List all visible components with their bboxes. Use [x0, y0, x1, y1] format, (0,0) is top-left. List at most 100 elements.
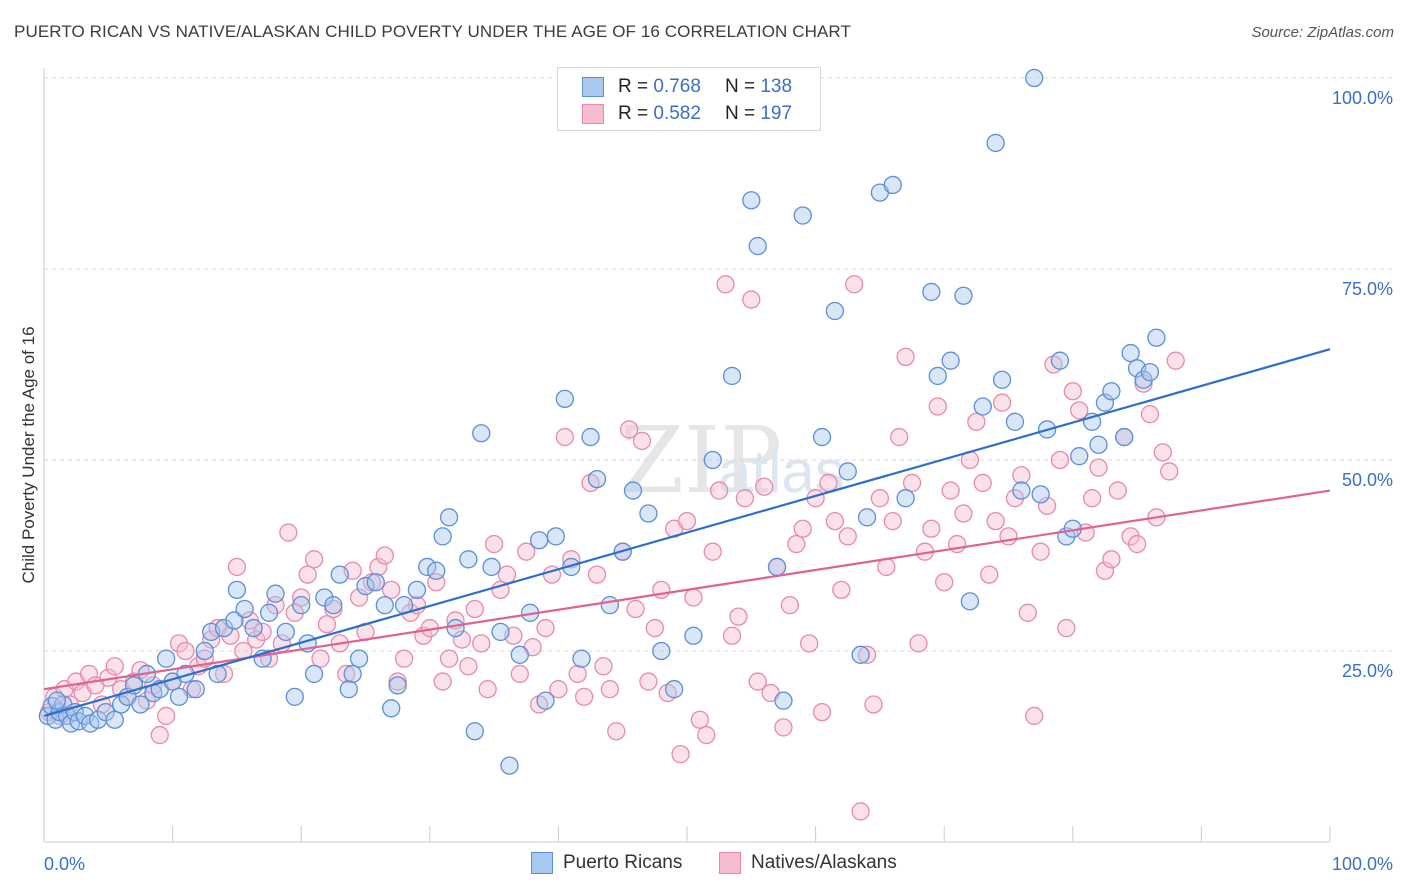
puerto-rican-point — [433, 527, 452, 546]
native-alaskan-point — [857, 645, 877, 664]
puerto-rican-point — [1147, 328, 1166, 347]
puerto-rican-point — [1012, 481, 1031, 500]
native-alaskan-point — [973, 473, 992, 493]
native-alaskan-point — [311, 649, 330, 668]
puerto-rican-point — [446, 618, 465, 638]
puerto-rican-point — [324, 596, 343, 615]
native-alaskan-point — [292, 588, 311, 607]
puerto-rican-point — [896, 489, 915, 508]
puerto-rican-point — [639, 504, 658, 523]
native-alaskan-point — [317, 615, 337, 634]
native-alaskan-point — [253, 622, 272, 642]
puerto-rican-point — [266, 584, 285, 603]
puerto-rican-point — [684, 626, 703, 645]
puerto-rican-point — [652, 641, 671, 661]
native-alaskan-point — [677, 511, 697, 531]
native-alaskan-point — [832, 580, 851, 600]
native-alaskan-point — [870, 489, 890, 508]
puerto-rican-point — [459, 550, 478, 569]
native-alaskan-point — [684, 588, 703, 607]
native-alaskan-point — [909, 634, 928, 653]
puerto-rican-point — [812, 427, 832, 447]
native-alaskan-point — [954, 504, 973, 523]
native-alaskan-point — [1025, 706, 1044, 726]
bottom-legend-natives-alaskans: Natives/Alaskans — [719, 852, 897, 874]
legend-row-native-alaskan: R = 0.582 N = 197 — [582, 102, 792, 126]
native-alaskan-trend-line — [43, 489, 1331, 691]
puerto-rican-point — [131, 695, 150, 714]
native-alaskan-point — [369, 557, 388, 577]
trend-lines — [43, 348, 1331, 717]
puerto-rican-point — [1031, 485, 1050, 504]
native-alaskan-point — [1082, 489, 1102, 508]
puerto-rican-point — [941, 351, 960, 370]
native-alaskan-point — [812, 702, 832, 722]
bottom-legend-label-1: Puerto Ricans — [563, 852, 683, 873]
y-axis-label: Child Poverty Under the Age of 16 — [19, 326, 38, 583]
native-alaskan-point — [729, 607, 748, 626]
puerto-rican-point — [825, 301, 845, 321]
native-alaskan-point — [497, 565, 517, 584]
legend-n-label: N = — [724, 103, 756, 124]
native-alaskan-point — [555, 427, 574, 447]
native-alaskan-point — [941, 481, 960, 500]
native-alaskan-point — [478, 680, 497, 699]
correlation-legend: R = 0.768 N = 138 R = 0.582 N = 197 — [557, 67, 821, 131]
native-alaskan-point — [157, 706, 176, 726]
puerto-rican-point — [510, 645, 529, 664]
native-alaskan-point — [967, 412, 986, 431]
native-alaskan-point — [980, 565, 999, 584]
x-tick-label-min: 0.0% — [44, 854, 85, 874]
native-alaskan-point — [1057, 618, 1076, 638]
puerto-rican-point — [427, 561, 446, 580]
puerto-rican-point — [973, 397, 992, 416]
native-alaskan-point — [999, 527, 1018, 546]
puerto-rican-point — [838, 462, 857, 481]
native-alaskan-point — [298, 565, 317, 584]
native-alaskan-point — [279, 523, 298, 542]
native-alaskan-point — [304, 550, 324, 569]
y-tick-label: 50.0% — [1342, 470, 1393, 490]
puerto-rican-point — [225, 611, 244, 630]
native-alaskan-point — [780, 596, 800, 615]
pink-swatch — [582, 104, 604, 124]
native-alaskan-point — [690, 710, 710, 729]
legend-r-label: R = — [618, 76, 649, 97]
puerto-rican-point — [992, 370, 1012, 389]
puerto-rican-point — [857, 508, 877, 527]
native-alaskan-point — [825, 511, 845, 531]
native-alaskan-point — [1166, 351, 1185, 370]
puerto-rican-point — [276, 622, 295, 642]
native-alaskan-point — [1031, 542, 1050, 561]
puerto-rican-point — [349, 649, 369, 668]
native-alaskan-point — [735, 489, 755, 508]
native-alaskan-point — [1089, 458, 1108, 477]
legend-n-label: N = — [724, 76, 756, 97]
native-alaskan-point — [710, 481, 729, 500]
native-alaskan-point — [632, 431, 652, 451]
puerto-rican-point — [922, 282, 941, 302]
native-alaskan-point — [697, 725, 716, 745]
puerto-rican-point — [388, 676, 407, 695]
native-alaskan-point — [800, 634, 819, 653]
native-alaskan-point — [1153, 443, 1172, 462]
native-alaskan-point — [986, 511, 1005, 531]
puerto-rican-point — [748, 236, 767, 256]
legend-r-label: R = — [618, 103, 649, 124]
native-alaskan-point — [587, 565, 607, 584]
native-alaskan-point — [1140, 405, 1160, 424]
puerto-rican-point — [214, 618, 234, 638]
native-alaskan-point — [890, 427, 909, 447]
native-alaskan-point — [619, 420, 639, 439]
native-alaskan-point — [1012, 466, 1031, 485]
puerto-rican-point — [1121, 343, 1140, 363]
native-alaskan-point — [626, 599, 645, 619]
puerto-rican-point — [472, 424, 491, 443]
native-alaskan-point — [459, 657, 478, 676]
pink-legend-swatch — [719, 852, 741, 874]
puerto-rican-point — [954, 286, 973, 305]
puerto-rican-point — [536, 691, 555, 710]
legend-r-value: 0.582 — [653, 103, 701, 124]
native-alaskan-point — [787, 534, 806, 554]
native-alaskan-point — [176, 641, 195, 661]
